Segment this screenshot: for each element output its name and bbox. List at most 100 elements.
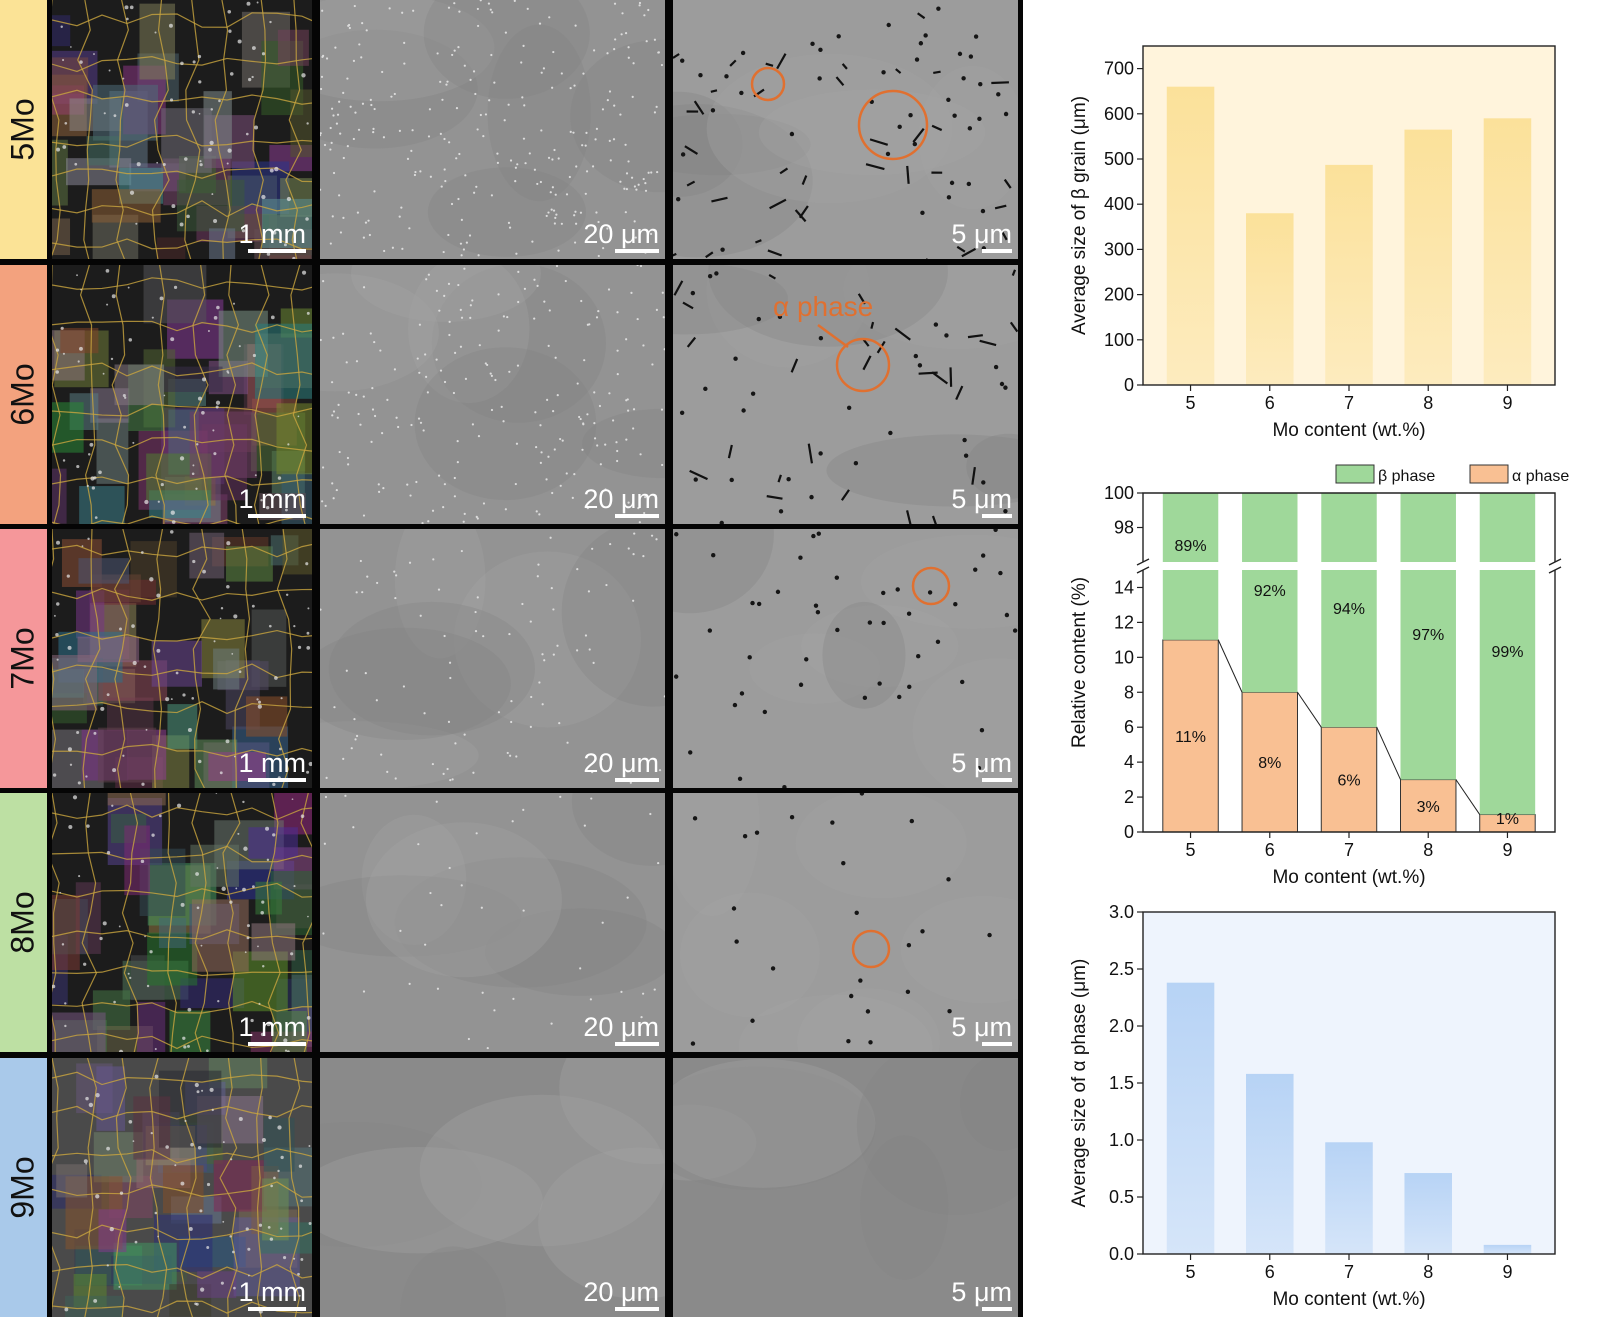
scale-bar-label: 20 μm — [583, 1277, 659, 1307]
beta-bar-lower — [1321, 570, 1376, 727]
scale-bar: 20 μm — [583, 220, 659, 253]
scale-bar-line — [615, 514, 659, 518]
x-tick-label: 9 — [1502, 1262, 1512, 1282]
x-tick-label: 7 — [1344, 393, 1354, 413]
beta-data-label: 99% — [1491, 644, 1523, 661]
beta-data-label: 92% — [1254, 583, 1286, 600]
y-tick-label: 100 — [1104, 330, 1134, 350]
scale-bar-label: 5 μm — [951, 1012, 1012, 1042]
x-tick-label: 8 — [1423, 393, 1433, 413]
scale-bar: 1 mm — [239, 1278, 307, 1311]
ebsd-grain-map: 1 mm — [52, 793, 312, 1052]
y-tick-label: 1.5 — [1109, 1073, 1134, 1093]
chart-3-bar — [1404, 1173, 1452, 1254]
trend-connector — [1456, 780, 1480, 815]
y-tick-label: 700 — [1104, 59, 1134, 79]
scale-bar-label: 20 μm — [583, 1012, 659, 1042]
scale-bar-line — [615, 249, 659, 253]
scale-bar-line — [982, 778, 1012, 782]
sem-low-mag-image: 20 μm — [320, 529, 665, 788]
alpha-data-label: 6% — [1337, 773, 1360, 790]
x-tick-label: 5 — [1186, 1262, 1196, 1282]
scale-bar-line — [248, 514, 306, 518]
alpha-data-label: 11% — [1175, 729, 1206, 746]
sem-low-mag-image: 20 μm — [320, 1058, 665, 1317]
scale-bar-label: 5 μm — [951, 748, 1012, 778]
trend-connector — [1377, 727, 1401, 779]
y-tick-label: 0 — [1124, 375, 1134, 395]
sem-high-mag-image: 5 μm — [673, 793, 1018, 1052]
ebsd-grain-map: 1 mm — [52, 265, 312, 524]
sem-high-mag-image: 5 μm — [673, 529, 1018, 788]
scale-bar-label: 5 μm — [951, 219, 1012, 249]
y-axis-label: Average size of α phase (μm) — [1069, 959, 1090, 1208]
chart-3-bar — [1325, 1142, 1373, 1254]
scale-bar-label: 5 μm — [951, 1277, 1012, 1307]
ebsd-grain-map: 1 mm — [52, 1058, 312, 1317]
row-label-6mo: 6Mo — [0, 265, 47, 524]
scale-bar-line — [248, 1307, 306, 1311]
legend-label-beta: β phase — [1378, 468, 1435, 485]
y-tick-label: 0.0 — [1109, 1244, 1134, 1264]
scale-bar-label: 5 μm — [951, 484, 1012, 514]
x-tick-label: 9 — [1502, 393, 1512, 413]
chart-1-bar — [1325, 165, 1373, 385]
row-label-text: 7Mo — [5, 627, 42, 689]
scale-bar-line — [982, 249, 1012, 253]
scale-bar: 5 μm — [951, 749, 1012, 782]
scale-bar: 20 μm — [583, 1013, 659, 1046]
scale-bar: 20 μm — [583, 749, 659, 782]
scale-bar-label: 1 mm — [239, 1012, 307, 1042]
beta-bar-upper — [1401, 493, 1456, 562]
scale-bar: 20 μm — [583, 485, 659, 518]
y-tick-label: 6 — [1124, 717, 1134, 737]
row-label-7mo: 7Mo — [0, 529, 47, 788]
scale-bar: 5 μm — [951, 220, 1012, 253]
x-tick-label: 7 — [1344, 1262, 1354, 1282]
trend-connector — [1298, 692, 1322, 727]
scale-bar-line — [615, 1042, 659, 1046]
scale-bar-label: 20 μm — [583, 748, 659, 778]
axis-break-gap — [1133, 563, 1565, 569]
scale-bar-line — [982, 1307, 1012, 1311]
row-label-text: 8Mo — [5, 891, 42, 953]
y-axis-label: Average size of β grain (μm) — [1069, 96, 1090, 335]
ebsd-grain-map: 1 mm — [52, 529, 312, 788]
y-tick-label: 0.5 — [1109, 1187, 1134, 1207]
x-tick-label: 8 — [1423, 1262, 1433, 1282]
chart-3-bar — [1246, 1074, 1294, 1254]
chart-1-bar — [1484, 118, 1532, 385]
trend-connector — [1218, 640, 1242, 692]
x-axis-label: Mo content (wt.%) — [1272, 867, 1425, 888]
beta-data-label: 97% — [1412, 627, 1444, 644]
legend-label-alpha: α phase — [1512, 468, 1569, 485]
x-tick-label: 6 — [1265, 1262, 1275, 1282]
scale-bar: 1 mm — [239, 485, 307, 518]
scale-bar-line — [248, 1042, 306, 1046]
alpha-data-label: 3% — [1417, 799, 1440, 816]
sem-low-mag-image: 20 μm — [320, 793, 665, 1052]
y-tick-label: 0 — [1124, 822, 1134, 842]
legend-swatch-beta — [1336, 465, 1374, 483]
y-axis-label: Relative content (%) — [1069, 577, 1090, 748]
chart-1-bar — [1404, 130, 1452, 385]
scale-bar-label: 20 μm — [583, 484, 659, 514]
y-tick-label: 500 — [1104, 149, 1134, 169]
scale-bar: 1 mm — [239, 1013, 307, 1046]
beta-bar-upper — [1480, 493, 1535, 562]
beta-data-label: 94% — [1333, 601, 1365, 618]
row-label-text: 6Mo — [5, 363, 42, 425]
beta-bar-lower — [1480, 570, 1535, 815]
scale-bar-line — [982, 1042, 1012, 1046]
x-tick-label: 6 — [1265, 840, 1275, 860]
alpha-data-label: 1% — [1496, 811, 1519, 828]
x-tick-label: 7 — [1344, 840, 1354, 860]
ebsd-grain-map: 1 mm — [52, 0, 312, 259]
scale-bar: 5 μm — [951, 1278, 1012, 1311]
y-tick-label: 300 — [1104, 239, 1134, 259]
scale-bar-label: 1 mm — [239, 484, 307, 514]
beta-data-label: 89% — [1175, 538, 1207, 555]
x-axis-label: Mo content (wt.%) — [1272, 1289, 1425, 1310]
